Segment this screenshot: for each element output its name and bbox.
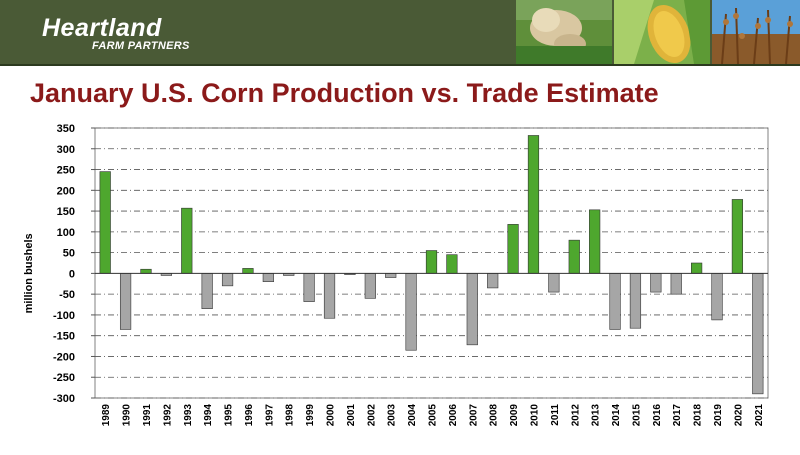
bar-1995 <box>221 273 234 287</box>
x-tick-label: 2021 <box>754 404 765 427</box>
y-tick-label: -200 <box>53 351 75 363</box>
x-tick-label: 2016 <box>652 404 663 427</box>
x-tick-label: 1992 <box>162 404 173 427</box>
bar-1990 <box>119 273 132 330</box>
soybean-photo <box>712 0 800 64</box>
x-tick-label: 2020 <box>733 404 744 427</box>
x-tick-label: 2004 <box>407 404 418 427</box>
x-tick-label: 2003 <box>387 404 398 427</box>
bar-chart: 350 300 250 200 150 100 50 0 -50 -100 -150 -200 -250… <box>23 123 769 427</box>
x-tick-label: 2013 <box>591 404 602 427</box>
bar-1999 <box>303 273 315 302</box>
x-tick-label: 1997 <box>264 404 275 427</box>
x-tick-label: 2011 <box>550 404 561 426</box>
logo-sub-text: FARM PARTNERS <box>92 40 190 52</box>
logo-main-text: Heartland <box>42 14 162 42</box>
x-tick-label: 1993 <box>183 404 194 427</box>
y-tick-label: -50 <box>59 289 75 301</box>
x-tick-label: 1990 <box>122 404 133 427</box>
chart-area: 350 300 250 200 150 100 50 0 -50 -100 -150 -200 -250… <box>0 118 800 455</box>
bar-1991 <box>140 268 152 274</box>
bar-2000 <box>323 273 336 319</box>
x-tick-label: 2007 <box>468 404 479 427</box>
cow-photo <box>516 0 612 64</box>
y-tick-label: -100 <box>53 310 75 322</box>
bar-2008 <box>487 273 499 289</box>
x-tick-label: 2017 <box>672 404 683 427</box>
bar-2010 <box>527 135 540 274</box>
chart-title: January U.S. Corn Production vs. Trade E… <box>30 78 659 108</box>
x-tick-label: 2001 <box>346 404 357 427</box>
bar-1996 <box>242 268 254 274</box>
x-tick-label: 2002 <box>366 404 377 427</box>
x-tick-label: 2014 <box>611 404 622 427</box>
y-tick-label: -300 <box>53 393 75 405</box>
bar-2003 <box>385 273 397 278</box>
bar-2019 <box>711 273 723 321</box>
x-tick-label: 1996 <box>244 404 255 427</box>
y-tick-label: -150 <box>53 331 75 343</box>
y-tick-label: -250 <box>53 372 75 384</box>
bar-2012 <box>568 239 580 274</box>
x-tick-label: 1999 <box>305 404 316 427</box>
bar-2014 <box>609 273 621 330</box>
bar-2011 <box>548 273 560 293</box>
bar-2002 <box>364 273 376 299</box>
bar-1989 <box>99 171 111 274</box>
x-tick-label: 2005 <box>428 404 439 427</box>
bar-1997 <box>262 273 274 282</box>
x-tick-label: 2015 <box>631 404 642 427</box>
x-tick-label: 2000 <box>326 404 337 427</box>
bar-2020 <box>731 199 744 274</box>
x-tick-label: 1994 <box>203 404 214 427</box>
corn-photo <box>614 0 710 64</box>
bar-2018 <box>691 262 703 274</box>
x-tick-label: 2008 <box>489 404 500 427</box>
y-tick-label: 300 <box>57 144 75 156</box>
x-tick-label: 2019 <box>713 404 724 427</box>
bar-2007 <box>466 273 478 346</box>
header-divider <box>0 64 800 66</box>
x-tick-label: 2009 <box>509 404 520 427</box>
bar-2015 <box>629 273 642 329</box>
bar-2021 <box>752 273 764 395</box>
y-tick-label: 150 <box>57 206 75 218</box>
x-tick-label: 1989 <box>101 404 112 427</box>
y-tick-label: 250 <box>57 165 75 177</box>
x-tick-label: 2018 <box>693 404 704 427</box>
x-tick-label: 2012 <box>570 404 581 427</box>
bar-2004 <box>405 273 417 351</box>
x-tick-label: 1995 <box>224 404 235 427</box>
y-tick-label: 0 <box>69 268 75 280</box>
bar-1993 <box>181 207 193 274</box>
y-tick-label: 100 <box>57 227 75 239</box>
x-tick-label: 2006 <box>448 404 459 427</box>
y-tick-label: 50 <box>63 248 75 260</box>
x-tick-label: 1991 <box>142 404 153 427</box>
bar-2009 <box>507 224 519 274</box>
y-tick-label: 350 <box>57 123 75 135</box>
x-tick-label: 1998 <box>285 404 296 427</box>
bar-2013 <box>589 209 601 274</box>
y-tick-label: 200 <box>57 185 75 197</box>
bar-2005 <box>425 250 438 274</box>
bar-1994 <box>201 273 213 309</box>
y-axis-label: million bushels <box>23 233 35 313</box>
bar-2006 <box>446 254 458 274</box>
bar-2017 <box>670 273 682 295</box>
bar-2016 <box>650 273 662 293</box>
x-tick-label: 2010 <box>529 404 540 427</box>
